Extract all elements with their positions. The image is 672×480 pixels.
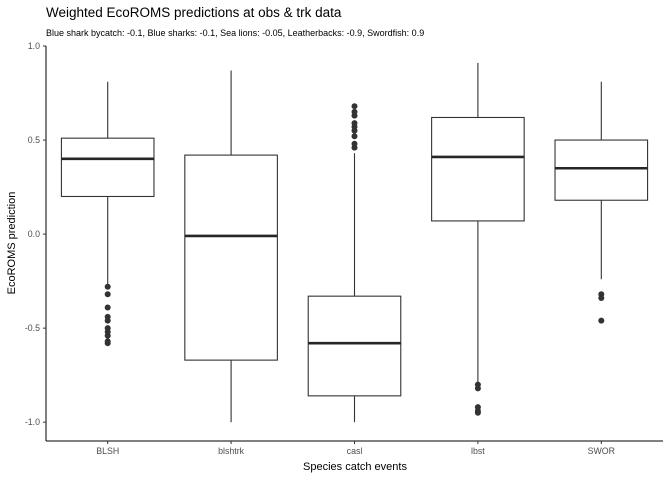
iqr-box [431, 116, 525, 222]
outlier-point [104, 317, 111, 324]
iqr-box [554, 139, 649, 201]
iqr-box [307, 295, 402, 397]
chart-subtitle: Blue shark bycatch: -0.1, Blue sharks: -… [46, 28, 424, 38]
x-axis-title: Species catch events [303, 461, 407, 473]
outlier-point [474, 385, 481, 392]
iqr-box [60, 137, 155, 198]
outlier-point [351, 103, 358, 110]
outlier-point [598, 317, 605, 324]
outlier-point [104, 304, 111, 311]
iqr-box [184, 154, 278, 361]
outlier-point [104, 332, 111, 339]
outlier-point [351, 133, 358, 140]
x-tick-label: blshtrk [218, 446, 245, 456]
plot-area: -1.0 -0.5 0.0 0.5 1.0 BLSH blshtrk casl lbst SWOR [25, 41, 663, 456]
x-tick-label: SWOR [588, 446, 615, 456]
chart-title: Weighted EcoROMS predictions at obs & tr… [46, 5, 342, 20]
outlier-point [104, 283, 111, 290]
outlier-point [104, 340, 111, 347]
x-tick-label: lbst [471, 446, 485, 456]
box-BLSH [60, 81, 155, 347]
outlier-point [351, 140, 358, 147]
y-tick-label: 0.0 [28, 229, 40, 239]
outlier-point [104, 291, 111, 298]
x-tick-label: casl [347, 446, 363, 456]
y-axis-title: EcoROMS prediction [6, 192, 18, 295]
outlier-point [351, 120, 358, 127]
box-casl [307, 103, 402, 423]
box-blshtrk [184, 70, 278, 423]
outlier-point [598, 295, 605, 302]
outlier-point [474, 409, 481, 416]
outlier-point [351, 108, 358, 115]
x-tick-label: BLSH [96, 446, 119, 456]
y-tick-label: 1.0 [28, 41, 40, 51]
box-lbst [431, 62, 525, 416]
y-tick-label: 0.5 [28, 135, 40, 145]
y-tick-label: -0.5 [25, 323, 40, 333]
box-SWOR [554, 81, 649, 324]
y-tick-label: -1.0 [25, 417, 40, 427]
